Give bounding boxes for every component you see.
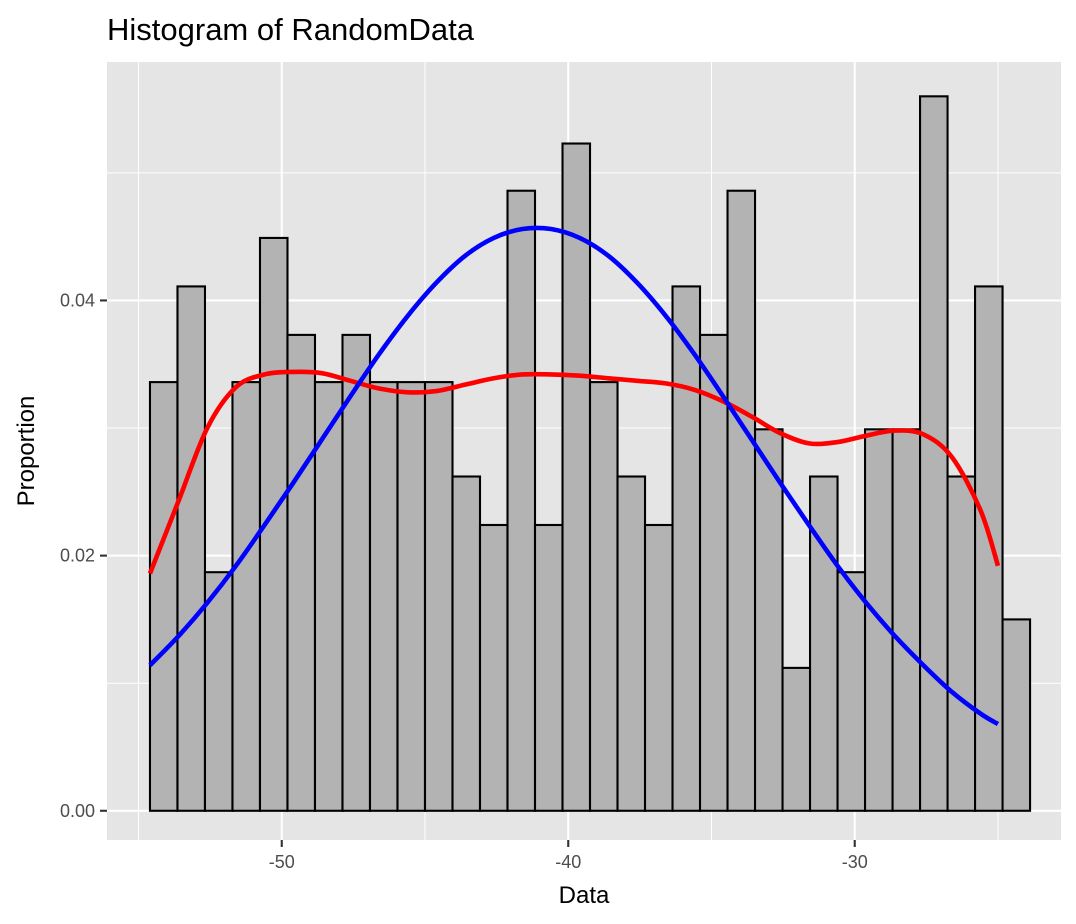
density-curve-red xyxy=(147,369,1001,575)
histogram-bar xyxy=(726,189,757,812)
histogram-bars xyxy=(148,95,1032,812)
histogram-bar xyxy=(974,285,1004,812)
histogram-bar xyxy=(341,333,372,812)
histogram-bar xyxy=(533,523,564,812)
histogram-bar xyxy=(891,428,922,812)
histogram-bar xyxy=(671,285,702,812)
histogram-bar xyxy=(176,285,207,812)
histogram-bar xyxy=(368,381,399,812)
histogram-bar xyxy=(753,428,784,812)
x-axis: -50 -40 -30 xyxy=(269,840,868,872)
histogram-bar xyxy=(946,475,977,812)
histogram-bar xyxy=(506,189,537,812)
histogram-bar xyxy=(203,571,234,812)
histogram-bar xyxy=(313,381,344,812)
histogram-bar xyxy=(148,381,179,812)
x-tick-label: -40 xyxy=(555,852,581,872)
histogram-bar xyxy=(643,523,674,812)
histogram-bar xyxy=(561,142,592,812)
y-tick-label: 0.02 xyxy=(60,546,95,566)
histogram-bar xyxy=(396,381,427,812)
histogram-bar xyxy=(478,523,509,812)
histogram-bar xyxy=(918,95,949,812)
chart-title: Histogram of RandomData xyxy=(107,12,475,47)
y-axis-title: Proportion xyxy=(13,396,40,507)
histogram-bar xyxy=(781,666,812,812)
density-curves xyxy=(147,225,1001,727)
histogram-bar xyxy=(451,475,482,812)
x-axis-title: Data xyxy=(559,882,610,909)
histogram-bar xyxy=(616,475,647,812)
histogram-bar xyxy=(836,571,867,812)
histogram-bar xyxy=(698,333,729,812)
y-tick-label: 0.00 xyxy=(60,801,95,821)
histogram-bar xyxy=(808,475,839,812)
histogram-bar xyxy=(588,381,619,812)
density-curve-blue xyxy=(148,225,1000,727)
histogram-bar xyxy=(286,333,317,812)
x-tick-label: -30 xyxy=(842,852,868,872)
y-axis: 0.00 0.02 0.04 xyxy=(60,290,107,821)
x-tick-label: -50 xyxy=(269,852,295,872)
y-tick-label: 0.04 xyxy=(60,290,95,310)
histogram-bar xyxy=(1001,618,1032,812)
histogram-bar xyxy=(423,381,454,812)
histogram-bar xyxy=(231,381,262,812)
